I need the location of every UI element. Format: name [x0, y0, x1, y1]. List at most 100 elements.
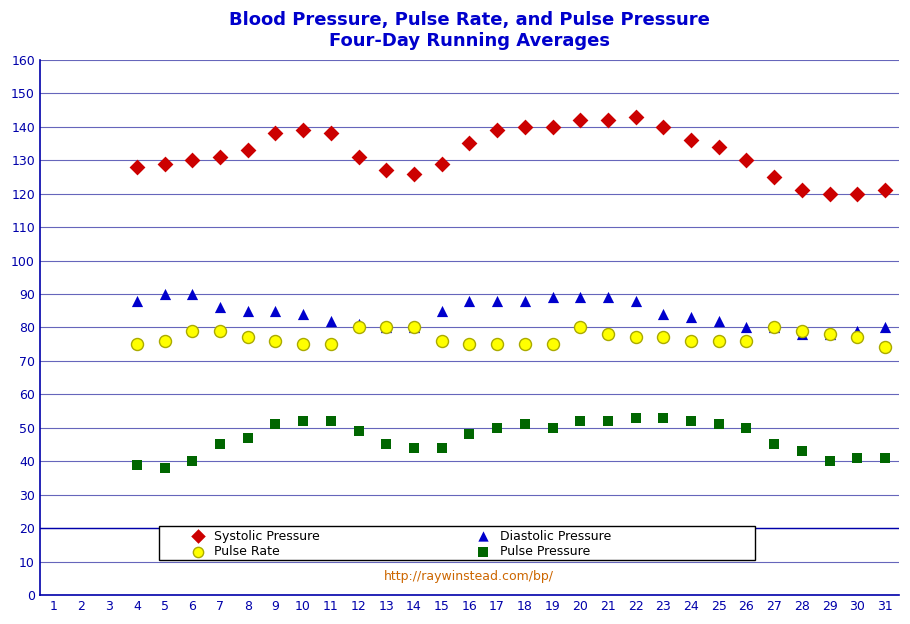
Point	[324, 316, 339, 326]
Point	[268, 306, 283, 316]
Point	[185, 155, 199, 165]
Point	[656, 309, 671, 319]
Point	[462, 339, 477, 349]
Point	[407, 168, 421, 178]
Point	[157, 158, 172, 168]
Point	[628, 112, 642, 122]
Point	[490, 125, 504, 135]
Point	[240, 145, 255, 155]
Point	[767, 172, 782, 182]
Point	[490, 339, 504, 349]
Point	[296, 125, 310, 135]
Point	[628, 412, 642, 422]
Point	[850, 188, 864, 198]
Point	[379, 323, 393, 333]
Point	[462, 429, 477, 439]
Point	[683, 313, 698, 323]
Point	[573, 292, 588, 302]
Point	[190, 532, 205, 542]
Point	[628, 333, 642, 343]
Point	[268, 336, 283, 346]
Point	[656, 412, 671, 422]
Point	[878, 323, 893, 333]
Point	[823, 456, 837, 466]
Point	[185, 289, 199, 299]
Point	[268, 129, 283, 139]
Point	[518, 339, 532, 349]
Point	[490, 423, 504, 433]
Point	[476, 532, 490, 542]
Point	[351, 323, 366, 333]
Point	[767, 323, 782, 333]
Point	[185, 326, 199, 336]
Point	[878, 453, 893, 463]
Point	[157, 336, 172, 346]
Point	[683, 336, 698, 346]
Point	[794, 185, 809, 195]
Point	[490, 296, 504, 306]
Point	[518, 419, 532, 429]
Point	[351, 426, 366, 436]
Point	[601, 292, 615, 302]
Point	[878, 185, 893, 195]
Point	[573, 416, 588, 426]
Point	[767, 439, 782, 449]
Point	[823, 188, 837, 198]
Point	[157, 289, 172, 299]
Point	[462, 296, 477, 306]
Point	[794, 326, 809, 336]
Point	[379, 323, 393, 333]
Point	[351, 319, 366, 329]
Point	[850, 326, 864, 336]
Point	[213, 439, 228, 449]
Point	[213, 326, 228, 336]
Bar	[159, 527, 754, 560]
Point	[407, 323, 421, 333]
Point	[434, 158, 449, 168]
Text: Diastolic Pressure: Diastolic Pressure	[500, 530, 612, 543]
Point	[190, 547, 205, 557]
Point	[324, 416, 339, 426]
Point	[518, 296, 532, 306]
Point	[601, 329, 615, 339]
Point	[240, 306, 255, 316]
Point	[462, 139, 477, 149]
Point	[129, 162, 144, 172]
Point	[379, 165, 393, 175]
Text: http://raywinstead.com/bp/: http://raywinstead.com/bp/	[384, 570, 554, 583]
Point	[407, 323, 421, 333]
Point	[823, 329, 837, 339]
Point	[476, 547, 490, 557]
Point	[656, 122, 671, 132]
Point	[878, 343, 893, 353]
Point	[129, 459, 144, 469]
Point	[712, 419, 726, 429]
Point	[823, 329, 837, 339]
Point	[324, 339, 339, 349]
Point	[434, 306, 449, 316]
Point	[601, 416, 615, 426]
Point	[683, 416, 698, 426]
Point	[296, 416, 310, 426]
Point	[656, 333, 671, 343]
Point	[739, 336, 753, 346]
Title: Blood Pressure, Pulse Rate, and Pulse Pressure
Four-Day Running Averages: Blood Pressure, Pulse Rate, and Pulse Pr…	[229, 11, 710, 50]
Point	[296, 309, 310, 319]
Point	[185, 456, 199, 466]
Point	[628, 296, 642, 306]
Point	[129, 339, 144, 349]
Point	[712, 142, 726, 152]
Point	[573, 115, 588, 125]
Point	[601, 115, 615, 125]
Point	[850, 333, 864, 343]
Point	[712, 336, 726, 346]
Point	[850, 453, 864, 463]
Point	[240, 433, 255, 443]
Point	[351, 152, 366, 162]
Point	[739, 323, 753, 333]
Point	[794, 446, 809, 456]
Point	[324, 129, 339, 139]
Point	[767, 323, 782, 333]
Point	[268, 419, 283, 429]
Text: Systolic Pressure: Systolic Pressure	[215, 530, 320, 543]
